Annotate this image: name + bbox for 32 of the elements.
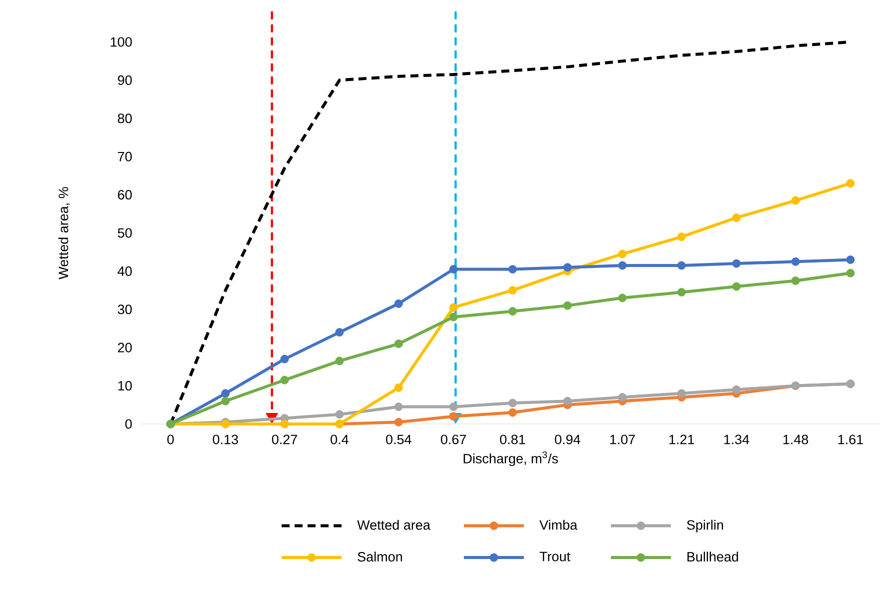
y-tick-label: 0 [125,419,132,429]
y-tick-label: 30 [118,304,132,314]
x-tick-label: 1.07 [610,434,635,444]
x-tick-label: 0.54 [386,434,412,444]
x-tick-label: 0.27 [272,434,298,444]
x-tick-label: 1.21 [669,434,694,444]
x-tick-label: 0.81 [500,434,526,444]
y-tick-label: 10 [118,381,132,391]
legend-label: Trout [540,552,570,562]
y-tick-label: 80 [118,114,132,124]
y-tick-label: 100 [110,37,132,47]
legend-label: Salmon [358,552,402,562]
y-tick-label: 50 [118,228,132,238]
legend-label: Spirlin [686,520,723,532]
y-tick-label: 40 [118,266,132,276]
legend-label: Vimba [539,520,578,530]
y-tick-label: 60 [118,190,132,200]
x-tick-label: 0.67 [440,434,466,444]
x-tick-label: 0.13 [212,434,238,444]
y-tick-label: 20 [118,342,132,352]
y-tick-label: 70 [118,152,132,162]
x-tick-label: 1.48 [783,434,808,444]
legend-label: Wetted area [357,520,430,530]
x-axis-title: Discharge, m$^{3}$/s [464,451,558,466]
y-tick-label: 90 [118,75,132,85]
x-tick-label: 0.94 [554,434,580,444]
x-tick-label: 1.61 [838,434,863,444]
x-tick-label: 0 [167,434,174,444]
x-tick-label: 0.4 [330,434,348,444]
x-tick-label: 1.34 [724,434,750,444]
y-axis-title: Wetted area, % [58,187,70,280]
legend-label: Bullhead [687,552,738,562]
